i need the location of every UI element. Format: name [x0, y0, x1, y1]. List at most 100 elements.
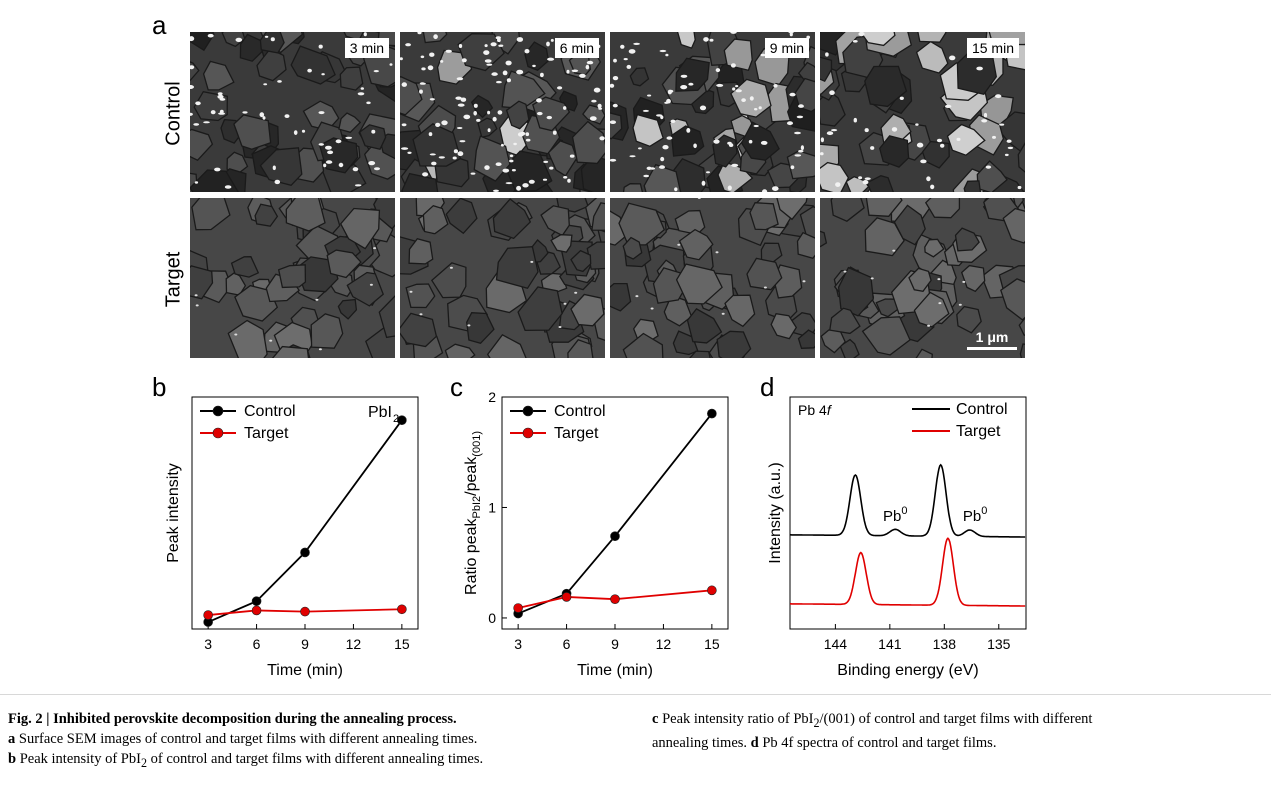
sem-particle	[731, 163, 739, 167]
sem-particle	[760, 53, 766, 57]
chart-c-x-tick-label: 3	[514, 636, 522, 652]
caption-a-letter: a	[8, 731, 16, 747]
time-label: 9 min	[764, 38, 809, 58]
sem-particle	[532, 64, 536, 68]
sem-particle	[467, 324, 471, 327]
sem-particle	[758, 106, 762, 110]
sem-particle	[649, 167, 656, 170]
sem-particle	[858, 32, 865, 37]
sem-particle	[277, 80, 282, 83]
sem-particle	[976, 66, 983, 71]
sem-particle	[574, 291, 578, 294]
sem-grain	[190, 265, 214, 300]
sem-particle	[949, 55, 956, 61]
sem-particle	[190, 36, 195, 42]
sem-particle	[259, 112, 265, 118]
sem-particle	[735, 85, 739, 88]
sem-particle	[543, 160, 549, 163]
sem-grain	[337, 298, 358, 320]
sem-particle	[656, 114, 663, 117]
sem-grain	[486, 333, 527, 358]
sem-grain	[689, 350, 711, 358]
sem-particle	[800, 145, 804, 151]
data-point-target	[610, 594, 620, 604]
sem-grain	[622, 183, 644, 192]
sem-grain	[749, 202, 779, 231]
sem-grain	[924, 198, 961, 219]
sem-particle	[445, 49, 452, 53]
sem-particle	[647, 94, 652, 97]
sem-grain	[310, 313, 344, 349]
sem-particle	[940, 143, 945, 148]
sem-grain	[861, 316, 911, 356]
chart-d-x-tick-label: 135	[987, 636, 1011, 652]
sem-particle	[715, 68, 721, 73]
sem-grain	[1019, 343, 1025, 358]
sem-grain	[346, 271, 384, 307]
sem-particle	[487, 110, 491, 115]
sem-particle	[703, 37, 709, 42]
sem-particle	[496, 80, 502, 84]
sem-grain	[422, 204, 449, 235]
sem-particle	[571, 69, 579, 73]
sem-particle	[400, 57, 403, 61]
sem-particle	[366, 101, 371, 105]
sem-particle	[915, 123, 919, 126]
sem-image-target-2	[400, 198, 605, 358]
data-point-target	[513, 603, 523, 613]
sem-particle	[455, 96, 462, 100]
sem-particle	[981, 119, 988, 123]
time-label: 15 min	[966, 38, 1019, 58]
sem-particle	[427, 65, 434, 71]
sem-particle	[457, 103, 465, 107]
sem-particle	[806, 35, 810, 39]
sem-particle	[195, 101, 201, 106]
sem-particle	[613, 58, 617, 63]
sem-particle	[195, 304, 199, 307]
caption-c-text-1: Peak intensity ratio of PbI	[658, 711, 814, 727]
sem-grain	[191, 198, 231, 231]
sem-particle	[540, 72, 544, 78]
sem-particle	[318, 111, 325, 115]
sem-particle	[401, 82, 407, 87]
sem-particle	[660, 115, 664, 120]
sem-particle	[457, 151, 464, 157]
sem-grain	[740, 121, 780, 161]
sem-particle	[325, 160, 333, 164]
sem-grain	[746, 257, 783, 291]
sem-grain	[864, 65, 908, 108]
caption-divider	[0, 694, 1271, 695]
series-line-control	[207, 419, 403, 623]
caption-c-letter: c	[652, 711, 659, 727]
sem-particle	[688, 82, 694, 86]
sem-grain	[378, 295, 395, 339]
sem-particle	[470, 172, 476, 175]
sem-grain	[339, 207, 381, 250]
data-point-control	[610, 531, 620, 541]
legend-label-target: Target	[244, 425, 289, 442]
sem-particle	[301, 129, 306, 133]
sem-texture	[190, 198, 395, 358]
sem-grain	[622, 332, 664, 358]
sem-particle	[706, 171, 710, 174]
sem-grain	[946, 123, 986, 156]
chart-d-xlabel: Binding energy (eV)	[837, 662, 978, 679]
sem-grain	[924, 238, 945, 258]
sem-particle	[502, 70, 508, 76]
sem-particle	[557, 86, 563, 90]
sem-particle	[327, 150, 334, 155]
sem-particle	[659, 165, 665, 169]
sem-grain	[859, 32, 896, 47]
sem-particle	[825, 52, 829, 57]
sem-particle	[853, 117, 857, 123]
sem-particle	[509, 159, 514, 163]
sem-particle	[686, 128, 691, 133]
sem-particle	[870, 146, 875, 150]
row-label-control: Control	[162, 81, 185, 146]
sem-particle	[891, 127, 898, 132]
sem-grain	[786, 150, 815, 180]
sem-image-control-4: 15 min	[820, 32, 1025, 192]
sem-particle	[190, 112, 193, 116]
sem-particle	[473, 111, 477, 116]
data-point-target	[300, 606, 310, 617]
